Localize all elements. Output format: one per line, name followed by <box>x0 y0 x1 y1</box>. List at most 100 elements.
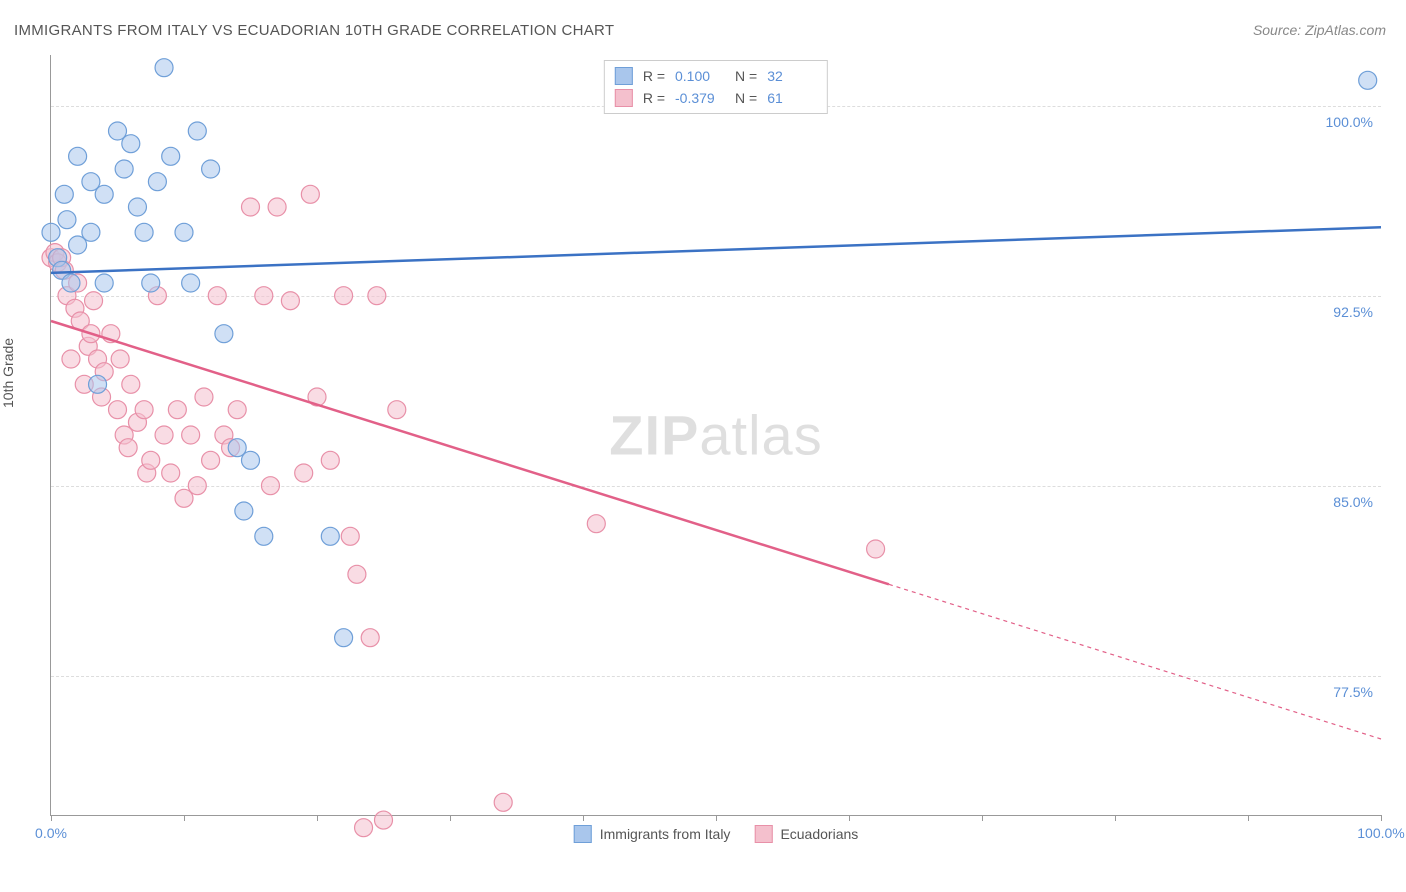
data-point <box>182 426 200 444</box>
data-point <box>388 401 406 419</box>
data-point <box>235 502 253 520</box>
data-point <box>202 160 220 178</box>
data-point <box>335 287 353 305</box>
data-point <box>62 350 80 368</box>
x-tick <box>1248 815 1249 821</box>
legend-stats: R = 0.100 N = 32 R = -0.379 N = 61 <box>604 60 828 114</box>
data-point <box>341 527 359 545</box>
x-tick <box>317 815 318 821</box>
data-point <box>361 629 379 647</box>
data-point <box>85 292 103 310</box>
data-point <box>295 464 313 482</box>
regression-line-solid <box>51 321 889 584</box>
x-tick-label: 0.0% <box>35 825 67 841</box>
data-point <box>128 198 146 216</box>
data-point <box>142 274 160 292</box>
r-value-ecuador: -0.379 <box>675 90 725 106</box>
data-point <box>255 287 273 305</box>
data-point <box>122 375 140 393</box>
data-point <box>155 59 173 77</box>
data-point <box>135 401 153 419</box>
data-point <box>142 451 160 469</box>
data-point <box>255 527 273 545</box>
y-axis-label: 10th Grade <box>0 338 16 408</box>
data-point <box>175 223 193 241</box>
data-point <box>281 292 299 310</box>
data-point <box>95 185 113 203</box>
data-point <box>261 477 279 495</box>
legend-stats-row-ecuador: R = -0.379 N = 61 <box>615 87 817 109</box>
data-point <box>268 198 286 216</box>
data-point <box>122 135 140 153</box>
data-point <box>82 223 100 241</box>
regression-line-dashed <box>889 584 1381 739</box>
data-point <box>95 274 113 292</box>
legend-swatch-ecuador <box>615 89 633 107</box>
data-point <box>375 811 393 829</box>
data-point <box>182 274 200 292</box>
legend-label: Immigrants from Italy <box>600 826 731 842</box>
data-point <box>301 185 319 203</box>
data-point <box>867 540 885 558</box>
data-point <box>335 629 353 647</box>
data-point <box>321 451 339 469</box>
scatter-plot-svg <box>51 55 1381 815</box>
data-point <box>155 426 173 444</box>
data-point <box>55 185 73 203</box>
chart-title: IMMIGRANTS FROM ITALY VS ECUADORIAN 10TH… <box>14 22 614 39</box>
legend-stats-row-italy: R = 0.100 N = 32 <box>615 65 817 87</box>
n-label: N = <box>735 68 757 84</box>
data-point <box>355 819 373 837</box>
data-point <box>135 223 153 241</box>
data-point <box>587 515 605 533</box>
data-point <box>215 325 233 343</box>
x-tick <box>1115 815 1116 821</box>
data-point <box>321 527 339 545</box>
data-point <box>368 287 386 305</box>
data-point <box>348 565 366 583</box>
n-value-italy: 32 <box>767 68 817 84</box>
legend-swatch <box>574 825 592 843</box>
legend-bottom: Immigrants from Italy Ecuadorians <box>574 825 859 843</box>
legend-swatch-italy <box>615 67 633 85</box>
data-point <box>148 173 166 191</box>
data-point <box>119 439 137 457</box>
source-attribution: Source: ZipAtlas.com <box>1253 22 1386 38</box>
legend-swatch <box>754 825 772 843</box>
data-point <box>62 274 80 292</box>
r-value-italy: 0.100 <box>675 68 725 84</box>
x-tick-label: 100.0% <box>1357 825 1404 841</box>
data-point <box>58 211 76 229</box>
x-tick <box>1381 815 1382 821</box>
data-point <box>1359 71 1377 89</box>
data-point <box>195 388 213 406</box>
data-point <box>42 223 60 241</box>
x-tick <box>184 815 185 821</box>
data-point <box>208 287 226 305</box>
data-point <box>162 464 180 482</box>
data-point <box>115 160 133 178</box>
r-label: R = <box>643 68 665 84</box>
data-point <box>109 401 127 419</box>
data-point <box>162 147 180 165</box>
data-point <box>228 401 246 419</box>
legend-label: Ecuadorians <box>780 826 858 842</box>
r-label: R = <box>643 90 665 106</box>
data-point <box>188 122 206 140</box>
data-point <box>111 350 129 368</box>
n-value-ecuador: 61 <box>767 90 817 106</box>
data-point <box>188 477 206 495</box>
data-point <box>242 198 260 216</box>
data-point <box>202 451 220 469</box>
x-tick <box>716 815 717 821</box>
x-tick <box>450 815 451 821</box>
x-tick <box>849 815 850 821</box>
data-point <box>89 375 107 393</box>
data-point <box>242 451 260 469</box>
regression-line <box>51 227 1381 273</box>
x-tick <box>583 815 584 821</box>
x-tick <box>982 815 983 821</box>
n-label: N = <box>735 90 757 106</box>
x-tick <box>51 815 52 821</box>
data-point <box>494 793 512 811</box>
